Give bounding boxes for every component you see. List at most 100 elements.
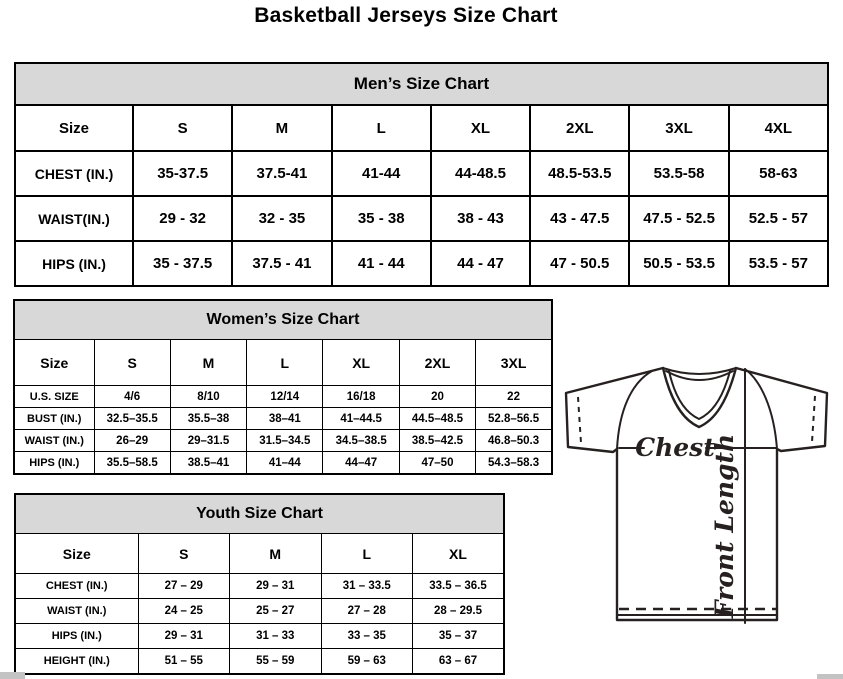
womens-size-table: Women’s Size Chart Size S M L XL 2XL 3XL U.S. SI… bbox=[13, 299, 553, 475]
column-header: Size bbox=[13, 339, 95, 386]
size-cell: 25 – 27 bbox=[229, 598, 322, 624]
collar-back-arc-2 bbox=[665, 370, 734, 381]
vneck-outer-line bbox=[661, 366, 738, 429]
row-label: HIPS (IN.) bbox=[14, 240, 134, 287]
mens-size-table: Men’s Size Chart Size S M L XL 2XL 3XL 4XL CHEST … bbox=[14, 62, 830, 287]
size-cell: 44 - 47 bbox=[429, 240, 532, 287]
column-header: M bbox=[229, 533, 322, 574]
size-cell: 16/18 bbox=[322, 385, 400, 408]
table-row: WAIST (IN.) 24 – 25 25 – 27 27 – 28 28 – 29.… bbox=[14, 598, 505, 624]
row-label: WAIST(IN.) bbox=[14, 195, 134, 242]
youth-size-table: Youth Size Chart Size S M L XL CHEST (IN.) 27 –… bbox=[14, 493, 505, 675]
size-cell: 38.5–41 bbox=[169, 451, 248, 475]
size-cell: 34.5–38.5 bbox=[322, 429, 400, 452]
row-label: WAIST (IN.) bbox=[14, 598, 139, 624]
size-cell: 63 – 67 bbox=[412, 648, 505, 675]
size-cell: 20 bbox=[398, 385, 477, 408]
size-cell: 29 - 32 bbox=[131, 195, 234, 242]
size-cell: 41–44 bbox=[246, 451, 324, 475]
right-cuff-stitch-dashes bbox=[811, 395, 816, 443]
row-label: HIPS (IN.) bbox=[13, 451, 95, 475]
size-cell: 28 – 29.5 bbox=[412, 598, 505, 624]
size-cell: 35-37.5 bbox=[131, 150, 234, 197]
row-label: WAIST (IN.) bbox=[13, 429, 95, 452]
row-label: HIPS (IN.) bbox=[14, 623, 139, 649]
table-title-row: Women’s Size Chart bbox=[13, 299, 553, 340]
size-cell: 37.5-41 bbox=[231, 150, 333, 197]
cropped-ui-artifact-right bbox=[817, 674, 843, 679]
size-cell: 35 - 37.5 bbox=[131, 240, 234, 287]
table-row: HIPS (IN.) 35 - 37.5 37.5 - 41 41 - 44 44 - … bbox=[14, 240, 830, 287]
size-cell: 33 – 35 bbox=[320, 623, 413, 649]
table-title-row: Men’s Size Chart bbox=[14, 62, 829, 106]
size-cell: 29 – 31 bbox=[137, 623, 230, 649]
size-cell: 35 – 37 bbox=[412, 623, 505, 649]
size-cell: 53.5-58 bbox=[628, 150, 730, 197]
collar-back-arc-1 bbox=[662, 367, 737, 375]
size-cell: 41–44.5 bbox=[322, 407, 400, 430]
cropped-ui-artifact-left bbox=[0, 672, 25, 679]
size-cell: 50.5 - 53.5 bbox=[628, 240, 730, 287]
column-header: 2XL bbox=[398, 339, 477, 386]
table-row: WAIST(IN.) 29 - 32 32 - 35 35 - 38 38 - 43 43… bbox=[14, 195, 830, 242]
column-header: XL bbox=[322, 339, 400, 386]
size-cell: 35.5–38 bbox=[169, 407, 248, 430]
size-cell: 48.5-53.5 bbox=[529, 150, 631, 197]
size-cell: 38.5–42.5 bbox=[398, 429, 477, 452]
column-header: Size bbox=[14, 104, 134, 152]
table-row: HIPS (IN.) 35.5–58.5 38.5–41 41–44 44–47 47–5… bbox=[13, 451, 553, 475]
column-header: L bbox=[246, 339, 324, 386]
column-header-row: Size S M L XL bbox=[14, 533, 505, 574]
row-label: U.S. SIZE bbox=[13, 385, 95, 408]
size-cell: 58-63 bbox=[727, 150, 830, 197]
table-title: Men’s Size Chart bbox=[14, 62, 829, 106]
size-cell: 27 – 28 bbox=[320, 598, 413, 624]
table-title: Women’s Size Chart bbox=[13, 299, 553, 340]
column-header: Size bbox=[14, 533, 139, 574]
size-cell: 31 – 33 bbox=[229, 623, 322, 649]
size-cell: 29–31.5 bbox=[169, 429, 248, 452]
page-title: Basketball Jerseys Size Chart bbox=[254, 4, 558, 27]
size-cell: 47 - 50.5 bbox=[529, 240, 631, 287]
table-row: HIPS (IN.) 29 – 31 31 – 33 33 – 35 35 – 37 bbox=[14, 623, 505, 649]
size-cell: 26–29 bbox=[93, 429, 171, 452]
size-cell: 33.5 – 36.5 bbox=[412, 573, 505, 599]
table-row: HEIGHT (IN.) 51 – 55 55 – 59 59 – 63 63 – 67 bbox=[14, 648, 505, 675]
size-cell: 52.8–56.5 bbox=[475, 407, 553, 430]
column-header-row: Size S M L XL 2XL 3XL 4XL bbox=[14, 104, 830, 152]
table-title-row: Youth Size Chart bbox=[14, 493, 505, 534]
size-cell: 38 - 43 bbox=[429, 195, 532, 242]
column-header: M bbox=[231, 104, 333, 152]
size-cell: 22 bbox=[475, 385, 553, 408]
size-cell: 59 – 63 bbox=[320, 648, 413, 675]
size-cell: 27 – 29 bbox=[137, 573, 230, 599]
size-cell: 35 - 38 bbox=[330, 195, 432, 242]
size-cell: 29 – 31 bbox=[229, 573, 322, 599]
size-cell: 47.5 - 52.5 bbox=[628, 195, 730, 242]
table-row: WAIST (IN.) 26–29 29–31.5 31.5–34.5 34.5–38.… bbox=[13, 429, 553, 452]
table-row: BUST (IN.) 32.5–35.5 35.5–38 38–41 41–44.5 44… bbox=[13, 407, 553, 430]
size-cell: 31.5–34.5 bbox=[246, 429, 324, 452]
table-row: U.S. SIZE 4/6 8/10 12/14 16/18 20 22 bbox=[13, 385, 553, 408]
size-cell: 44-48.5 bbox=[429, 150, 532, 197]
size-cell: 41-44 bbox=[330, 150, 432, 197]
row-label: CHEST (IN.) bbox=[14, 150, 134, 197]
column-header: 3XL bbox=[475, 339, 553, 386]
size-cell: 32 - 35 bbox=[231, 195, 333, 242]
size-cell: 37.5 - 41 bbox=[231, 240, 333, 287]
column-header: XL bbox=[429, 104, 532, 152]
size-cell: 44–47 bbox=[322, 451, 400, 475]
left-cuff-stitch-dashes bbox=[577, 396, 582, 444]
jersey-outline bbox=[564, 366, 829, 622]
size-cell: 4/6 bbox=[93, 385, 171, 408]
table-row: CHEST (IN.) 35-37.5 37.5-41 41-44 44-48.5 48.… bbox=[14, 150, 830, 197]
size-cell: 38–41 bbox=[246, 407, 324, 430]
size-cell: 43 - 47.5 bbox=[529, 195, 631, 242]
size-cell: 46.8–50.3 bbox=[475, 429, 553, 452]
column-header: S bbox=[93, 339, 171, 386]
size-cell: 54.3–58.3 bbox=[475, 451, 553, 475]
left-armhole-seam bbox=[616, 370, 653, 450]
size-cell: 12/14 bbox=[246, 385, 324, 408]
column-header: 2XL bbox=[529, 104, 631, 152]
size-cell: 31 – 33.5 bbox=[320, 573, 413, 599]
